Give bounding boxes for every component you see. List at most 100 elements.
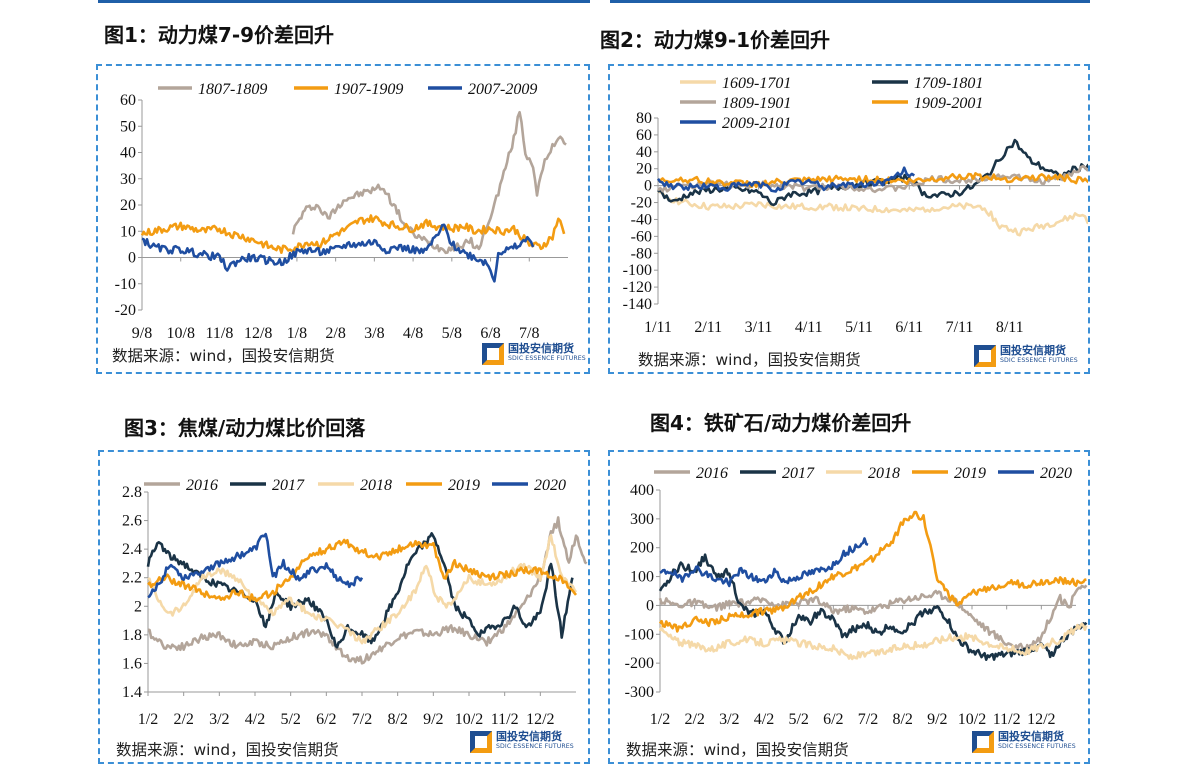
legend-label: 2019 [448,477,480,494]
y-tick-label: 0 [128,250,136,267]
y-tick-label: 2.4 [122,541,142,558]
y-tick-label: -100 [623,262,652,279]
x-tick-label: 11/8 [206,325,234,342]
legend-label: 2017 [782,465,815,482]
legend-label: 1609-1701 [722,75,791,92]
x-tick-label: 5/11 [845,319,873,336]
y-tick-label: 40 [120,145,136,162]
x-tick-label: 12/2 [1027,711,1055,728]
y-tick-label: 400 [630,482,654,499]
x-tick-label: 9/8 [132,325,152,342]
legend-label: 2007-2009 [468,81,537,98]
series-line-2019 [147,538,578,603]
x-tick-label: 4/11 [795,319,823,336]
x-tick-label: 10/2 [455,711,483,728]
y-tick-label: 2.2 [122,570,142,587]
series-line-2016 [658,584,1088,652]
series-line-1907-1909 [140,214,566,254]
y-tick-label: 300 [630,511,654,528]
legend-label: 1909-2001 [914,95,983,112]
y-tick-label: 30 [120,171,136,188]
y-tick-label: 10 [120,223,136,240]
chart1-logo: 国投安信期货 SDIC ESSENCE FUTURES [482,340,592,370]
x-tick-label: 3/2 [719,711,739,728]
series-line-2009-2101 [656,166,916,193]
legend-label: 2018 [360,477,392,494]
x-tick-label: 4/8 [403,325,423,342]
y-tick-label: -60 [631,228,652,245]
chart3-svg: 2.8 2.6 2.4 2.2 2 1.8 1.6 1.4 1/2 2/2 3/2 4/2 5/2 6/2… [122,477,588,728]
y-tick-label: 2.8 [122,484,142,501]
y-tick-label: 200 [630,540,654,557]
x-tick-label: 6/11 [895,319,923,336]
series-line-2007-2009 [141,223,535,283]
x-tick-label: 11/2 [993,711,1021,728]
chart2-title: 图2：动力煤9-1价差回升 [600,28,831,52]
y-tick-label: 100 [630,569,654,586]
legend-label: 2020 [534,477,566,494]
x-tick-label: 7/2 [352,711,372,728]
x-tick-label: 9/2 [927,711,947,728]
x-tick-label: 1/11 [644,319,672,336]
top-border-right [610,0,1090,3]
y-tick-label: -100 [625,626,654,643]
series-line-1909-2001 [658,172,1088,189]
y-tick-label: -140 [623,296,652,313]
y-tick-label: 80 [636,110,652,127]
legend-label: 1907-1909 [334,81,403,98]
chart1-source: 数据来源：wind，国投安信期货 [112,347,335,365]
y-tick-label: -40 [631,211,652,228]
legend-label: 1709-1801 [914,75,983,92]
chart3-title: 图3：焦煤/动力煤比价回落 [124,416,366,440]
x-tick-label: 12/2 [526,711,554,728]
x-tick-label: 7/11 [946,319,974,336]
x-tick-label: 7/8 [519,325,539,342]
y-tick-label: 60 [120,92,136,109]
x-tick-label: 8/2 [892,711,912,728]
y-tick-label: -10 [115,276,136,293]
legend-label: 2016 [186,477,218,494]
y-tick-label: -80 [631,245,652,262]
x-tick-label: 2/11 [694,319,722,336]
x-tick-label: 6/8 [480,325,500,342]
y-tick-label: -120 [623,279,652,296]
y-tick-label: 0 [644,178,652,195]
legend-label: 2009-2101 [722,115,791,132]
x-tick-label: 3/2 [209,711,229,728]
series-line-2018 [658,622,1088,661]
x-tick-label: 1/2 [138,711,158,728]
series-line-2019 [658,510,1087,633]
y-tick-label: 50 [120,118,136,135]
y-tick-label: 60 [636,127,652,144]
y-tick-label: 1.4 [122,684,142,701]
legend-label: 2018 [868,465,900,482]
x-tick-label: 5/2 [280,711,300,728]
chart2-logo: 国投安信期货 SDIC ESSENCE FUTURES [974,342,1084,372]
series-line-1709-1801 [657,138,1088,207]
series-line-1807-1809 [291,110,567,255]
y-tick-label: -200 [625,655,654,672]
x-tick-label: 10/8 [167,325,195,342]
y-tick-label: -20 [115,302,136,319]
x-tick-label: 7/2 [858,711,878,728]
y-tick-label: 2.6 [122,513,142,530]
chart1-title: 图1：动力煤7-9价差回升 [104,23,335,47]
x-tick-label: 12/8 [244,325,272,342]
series-line-2020 [147,532,364,599]
x-tick-label: 11/2 [491,711,519,728]
y-tick-label: 1.8 [122,627,142,644]
y-tick-label: 1.6 [122,655,142,672]
legend-label: 2017 [272,477,305,494]
y-tick-label: 20 [120,197,136,214]
x-tick-label: 3/8 [364,325,384,342]
series-line-1609-1701 [657,189,1088,237]
chart4-source: 数据来源：wind，国投安信期货 [626,741,849,759]
x-tick-label: 6/2 [316,711,336,728]
y-tick-label: 2 [134,598,142,615]
x-tick-label: 10/2 [958,711,986,728]
x-tick-label: 2/2 [684,711,704,728]
legend-label: 2019 [954,465,986,482]
chart1-svg: 60 50 40 30 20 10 0 -10 -20 9/8 10/8 11/8 12/8 1/8 2/8… [115,81,568,342]
series-line-2020 [659,537,869,588]
